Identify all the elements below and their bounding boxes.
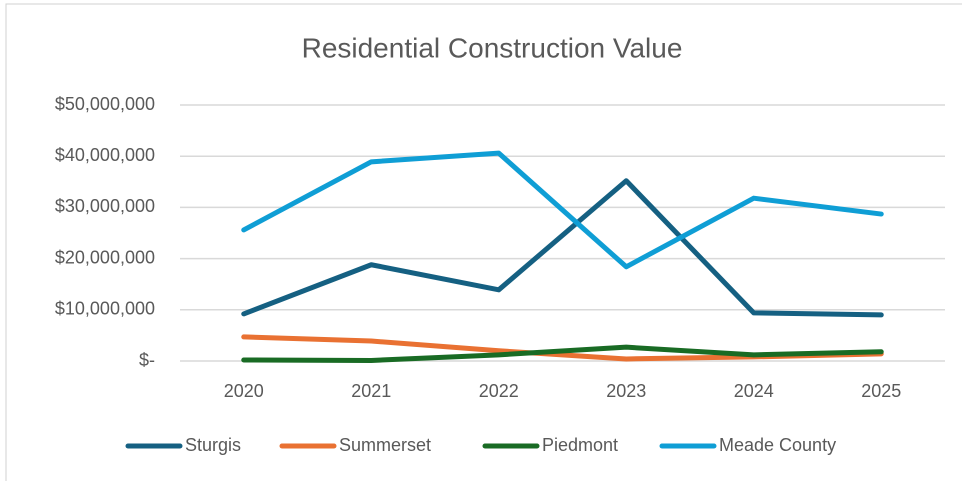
x-tick-label: 2022	[479, 381, 519, 401]
series-line	[241, 150, 884, 270]
x-tick-label: 2024	[734, 381, 774, 401]
legend-label: Meade County	[719, 435, 836, 455]
x-tick-label: 2020	[224, 381, 264, 401]
x-tick-label: 2021	[351, 381, 391, 401]
x-tick-label: 2025	[861, 381, 901, 401]
legend-label: Sturgis	[185, 435, 241, 455]
y-tick-label: $30,000,000	[55, 196, 155, 216]
series-line	[241, 178, 884, 318]
y-tick-label: $50,000,000	[55, 94, 155, 114]
series-line	[241, 344, 884, 363]
y-tick-label: $20,000,000	[55, 247, 155, 267]
legend-label: Summerset	[339, 435, 431, 455]
chart-border	[5, 3, 962, 481]
chart-title: Residential Construction Value	[302, 32, 683, 63]
x-tick-label: 2023	[606, 381, 646, 401]
y-tick-label: $-	[139, 350, 155, 370]
legend-label: Piedmont	[542, 435, 618, 455]
y-tick-label: $40,000,000	[55, 145, 155, 165]
y-tick-label: $10,000,000	[55, 299, 155, 319]
